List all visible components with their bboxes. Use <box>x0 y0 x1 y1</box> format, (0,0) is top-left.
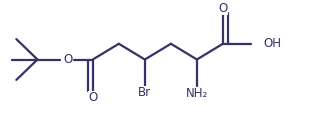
Text: NH₂: NH₂ <box>186 87 208 100</box>
Text: Br: Br <box>138 86 151 99</box>
Text: O: O <box>64 53 73 66</box>
Text: OH: OH <box>263 37 281 50</box>
Text: O: O <box>88 91 97 104</box>
Text: O: O <box>218 2 227 15</box>
